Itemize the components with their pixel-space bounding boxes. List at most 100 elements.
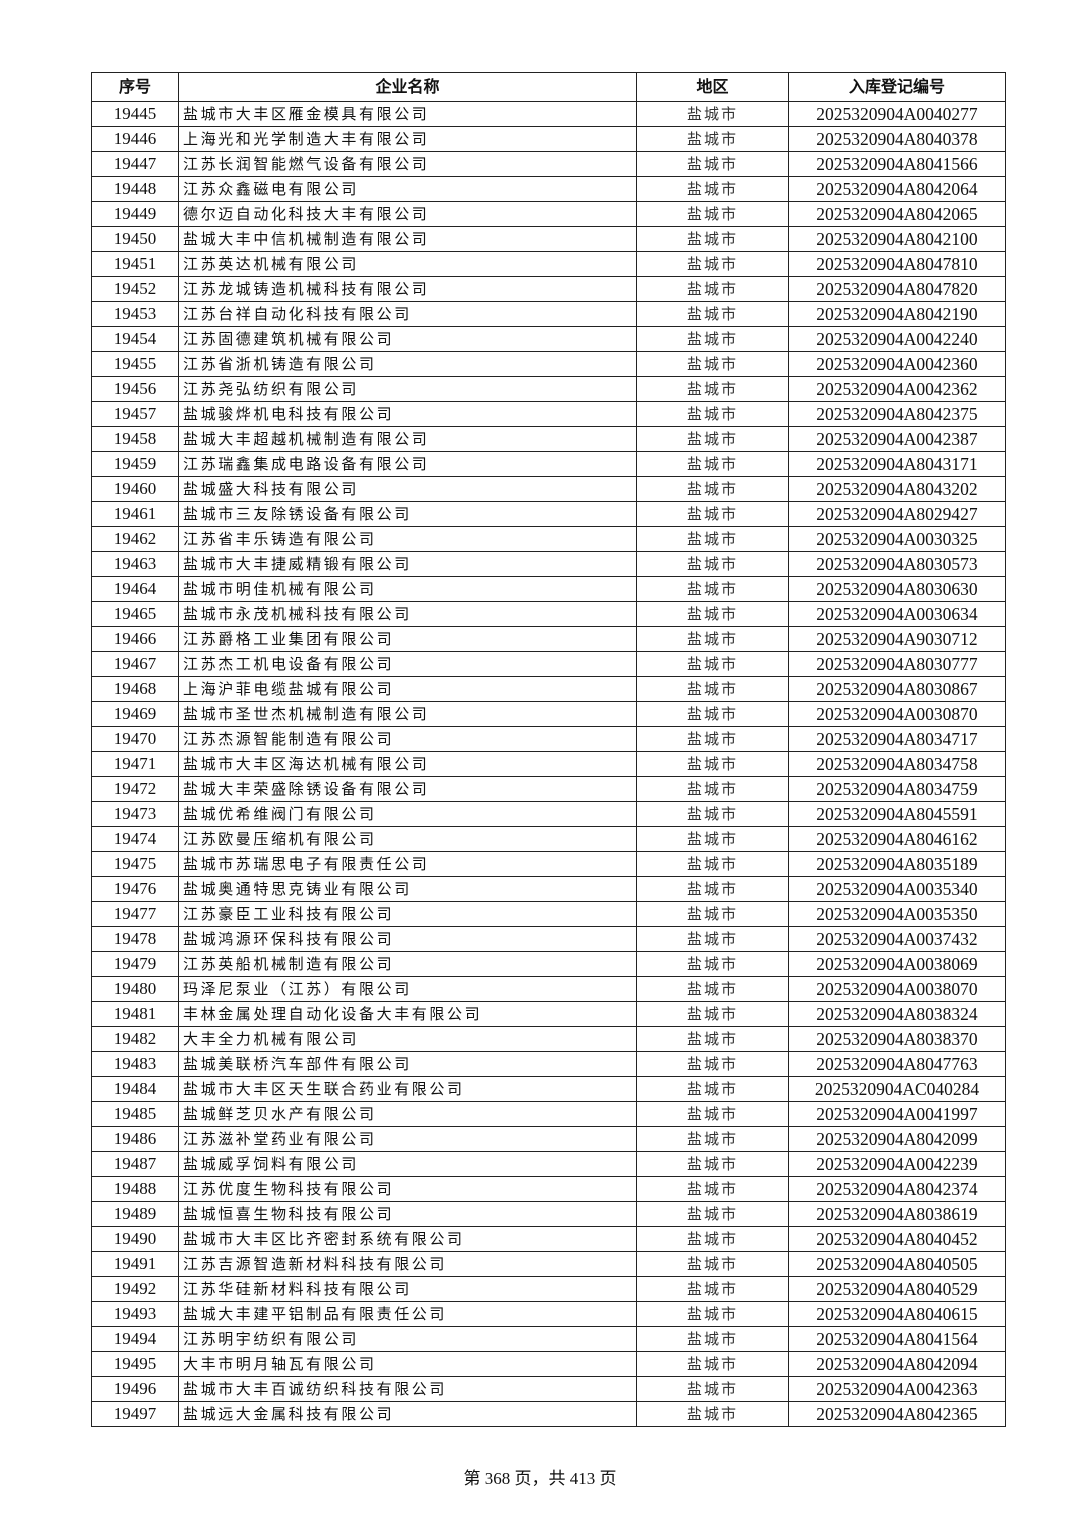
serial-number-cell: 19450	[91, 226, 179, 252]
serial-number-cell: 19452	[91, 276, 179, 302]
region-cell: 盐城市	[636, 751, 789, 777]
company-name-cell: 盐城奥通特思克铸业有限公司	[178, 876, 637, 902]
table-row: 19476 盐城奥通特思克铸业有限公司 盐城市 2025320904A0035340	[91, 876, 1006, 902]
company-name-cell: 江苏明宇纺织有限公司	[178, 1326, 637, 1352]
serial-number-cell: 19446	[91, 126, 179, 152]
region-cell: 盐城市	[636, 376, 789, 402]
registration-number-cell: 2025320904AC040284	[788, 1076, 1006, 1102]
header-region: 地区	[636, 72, 789, 102]
registration-number-cell: 2025320904A8030573	[788, 551, 1006, 577]
registration-number-cell: 2025320904A8046162	[788, 826, 1006, 852]
region-cell: 盐城市	[636, 301, 789, 327]
region-cell: 盐城市	[636, 826, 789, 852]
region-cell: 盐城市	[636, 426, 789, 452]
region-cell: 盐城市	[636, 951, 789, 977]
company-name-cell: 盐城鸿源环保科技有限公司	[178, 926, 637, 952]
company-name-cell: 江苏杰源智能制造有限公司	[178, 726, 637, 752]
company-name-cell: 大丰市明月轴瓦有限公司	[178, 1351, 637, 1377]
region-cell: 盐城市	[636, 626, 789, 652]
serial-number-cell: 19491	[91, 1251, 179, 1277]
registration-number-cell: 2025320904A0041997	[788, 1101, 1006, 1127]
table-row: 19461 盐城市三友除锈设备有限公司 盐城市 2025320904A8029427	[91, 501, 1006, 527]
serial-number-cell: 19471	[91, 751, 179, 777]
table-row: 19469 盐城市圣世杰机械制造有限公司 盐城市 2025320904A0030870	[91, 701, 1006, 727]
region-cell: 盐城市	[636, 501, 789, 527]
region-cell: 盐城市	[636, 351, 789, 377]
serial-number-cell: 19478	[91, 926, 179, 952]
company-name-cell: 江苏省丰乐铸造有限公司	[178, 526, 637, 552]
region-cell: 盐城市	[636, 1026, 789, 1052]
table-row: 19452 江苏龙城铸造机械科技有限公司 盐城市 2025320904A8047820	[91, 276, 1006, 302]
registration-number-cell: 2025320904A8042365	[788, 1401, 1006, 1427]
table-row: 19487 盐城威孚饲料有限公司 盐城市 2025320904A0042239	[91, 1151, 1006, 1177]
registration-number-cell: 2025320904A0042387	[788, 426, 1006, 452]
serial-number-cell: 19486	[91, 1126, 179, 1152]
company-name-cell: 上海沪菲电缆盐城有限公司	[178, 676, 637, 702]
table-row: 19483 盐城美联桥汽车部件有限公司 盐城市 2025320904A8047763	[91, 1051, 1006, 1077]
region-cell: 盐城市	[636, 201, 789, 227]
region-cell: 盐城市	[636, 1376, 789, 1402]
region-cell: 盐城市	[636, 701, 789, 727]
table-row: 19450 盐城大丰中信机械制造有限公司 盐城市 2025320904A8042100	[91, 226, 1006, 252]
serial-number-cell: 19487	[91, 1151, 179, 1177]
company-name-cell: 盐城优希维阀门有限公司	[178, 801, 637, 827]
region-cell: 盐城市	[636, 1051, 789, 1077]
table-row: 19486 江苏滋补堂药业有限公司 盐城市 2025320904A8042099	[91, 1126, 1006, 1152]
registration-number-cell: 2025320904A0042360	[788, 351, 1006, 377]
company-name-cell: 江苏台祥自动化科技有限公司	[178, 301, 637, 327]
company-name-cell: 盐城大丰超越机械制造有限公司	[178, 426, 637, 452]
table-row: 19490 盐城市大丰区比齐密封系统有限公司 盐城市 2025320904A80404…	[91, 1226, 1006, 1252]
company-name-cell: 盐城大丰荣盛除锈设备有限公司	[178, 776, 637, 802]
serial-number-cell: 19463	[91, 551, 179, 577]
region-cell: 盐城市	[636, 151, 789, 177]
region-cell: 盐城市	[636, 776, 789, 802]
table-row: 19451 江苏英达机械有限公司 盐城市 2025320904A8047810	[91, 251, 1006, 277]
company-name-cell: 江苏长润智能燃气设备有限公司	[178, 151, 637, 177]
company-name-cell: 大丰全力机械有限公司	[178, 1026, 637, 1052]
region-cell: 盐城市	[636, 976, 789, 1002]
page-footer: 第 368 页，共 413 页	[463, 1469, 617, 1488]
registration-number-cell: 2025320904A0035340	[788, 876, 1006, 902]
serial-number-cell: 19453	[91, 301, 179, 327]
region-cell: 盐城市	[636, 1101, 789, 1127]
region-cell: 盐城市	[636, 1401, 789, 1427]
serial-number-cell: 19459	[91, 451, 179, 477]
registration-number-cell: 2025320904A8030630	[788, 576, 1006, 602]
serial-number-cell: 19475	[91, 851, 179, 877]
registration-number-cell: 2025320904A8040378	[788, 126, 1006, 152]
registration-number-cell: 2025320904A8045591	[788, 801, 1006, 827]
table-row: 19481 丰林金属处理自动化设备大丰有限公司 盐城市 2025320904A8038…	[91, 1001, 1006, 1027]
serial-number-cell: 19485	[91, 1101, 179, 1127]
table-row: 19477 江苏豪臣工业科技有限公司 盐城市 2025320904A0035350	[91, 901, 1006, 927]
company-name-cell: 德尔迈自动化科技大丰有限公司	[178, 201, 637, 227]
company-name-cell: 盐城远大金属科技有限公司	[178, 1401, 637, 1427]
company-name-cell: 盐城恒喜生物科技有限公司	[178, 1201, 637, 1227]
registration-number-cell: 2025320904A8047820	[788, 276, 1006, 302]
region-cell: 盐城市	[636, 451, 789, 477]
serial-number-cell: 19493	[91, 1301, 179, 1327]
company-name-cell: 江苏华硅新材料科技有限公司	[178, 1276, 637, 1302]
company-name-cell: 盐城市明佳机械有限公司	[178, 576, 637, 602]
serial-number-cell: 19447	[91, 151, 179, 177]
company-name-cell: 江苏杰工机电设备有限公司	[178, 651, 637, 677]
registration-number-cell: 2025320904A8042100	[788, 226, 1006, 252]
region-cell: 盐城市	[636, 326, 789, 352]
company-name-cell: 盐城大丰建平铝制品有限责任公司	[178, 1301, 637, 1327]
company-name-cell: 盐城市苏瑞思电子有限责任公司	[178, 851, 637, 877]
serial-number-cell: 19480	[91, 976, 179, 1002]
registration-number-cell: 2025320904A8043171	[788, 451, 1006, 477]
table-row: 19447 江苏长润智能燃气设备有限公司 盐城市 2025320904A8041566	[91, 151, 1006, 177]
serial-number-cell: 19484	[91, 1076, 179, 1102]
table-row: 19470 江苏杰源智能制造有限公司 盐城市 2025320904A8034717	[91, 726, 1006, 752]
table-row: 19489 盐城恒喜生物科技有限公司 盐城市 2025320904A8038619	[91, 1201, 1006, 1227]
region-cell: 盐城市	[636, 1151, 789, 1177]
table-row: 19462 江苏省丰乐铸造有限公司 盐城市 2025320904A0030325	[91, 526, 1006, 552]
serial-number-cell: 19457	[91, 401, 179, 427]
registration-number-cell: 2025320904A8042065	[788, 201, 1006, 227]
region-cell: 盐城市	[636, 576, 789, 602]
company-name-cell: 盐城市大丰区雁金模具有限公司	[178, 101, 637, 127]
company-name-cell: 江苏豪臣工业科技有限公司	[178, 901, 637, 927]
company-name-cell: 上海光和光学制造大丰有限公司	[178, 126, 637, 152]
table-body: 19445 盐城市大丰区雁金模具有限公司 盐城市 2025320904A0040277…	[91, 101, 1006, 1427]
serial-number-cell: 19468	[91, 676, 179, 702]
